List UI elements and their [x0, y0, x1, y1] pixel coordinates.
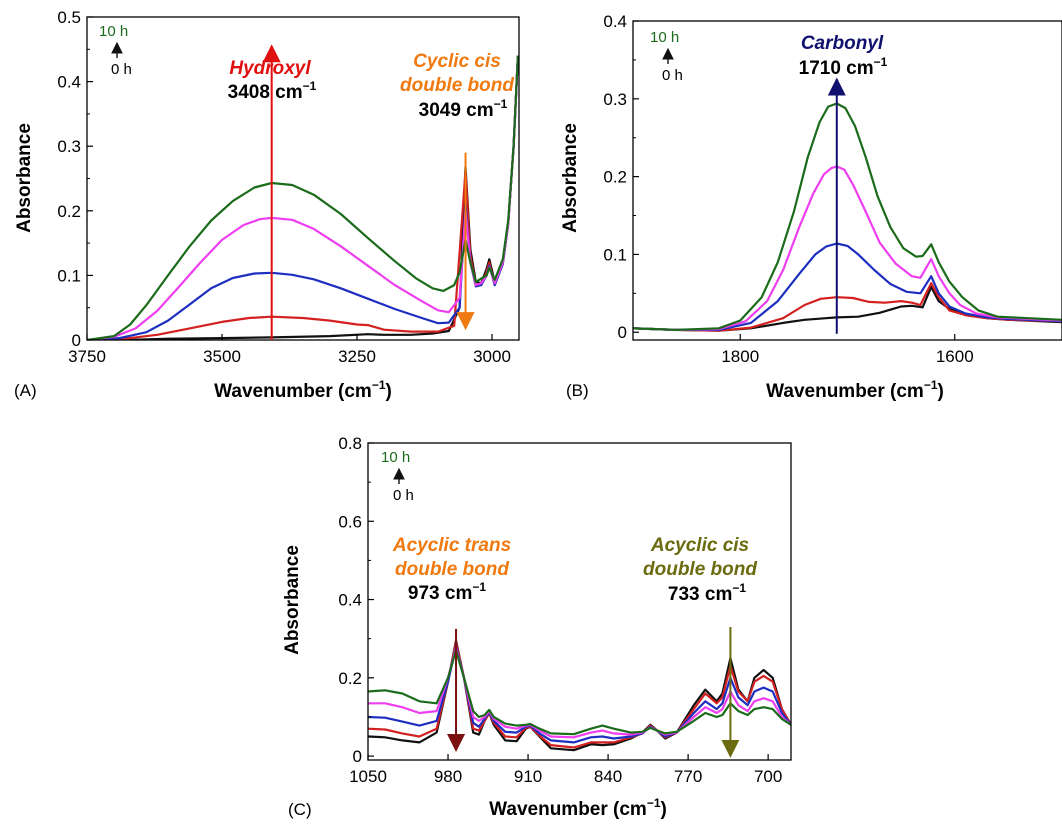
y-tick-label: 0.4 — [57, 73, 81, 92]
band-wavenumber: 1710 cm−1 — [799, 55, 888, 79]
chart-panel-2: 0 0.2 0.4 0.6 0.8 1050 980 910 840 770 700 Wavenumb… — [282, 434, 792, 820]
x-tick-label: 1800 — [721, 347, 759, 366]
y-tick-label: 0.2 — [57, 202, 81, 221]
y-tick-label: 0.6 — [338, 512, 362, 531]
y-tick-label: 0.3 — [57, 137, 81, 156]
x-axis-title: Wavenumber (cm−1) — [489, 796, 667, 820]
x-tick-label: 1600 — [936, 347, 974, 366]
y-axis-title: Absorbance — [14, 123, 35, 233]
x-tick-label: 840 — [594, 767, 622, 786]
y-tick-label: 0.4 — [603, 12, 627, 31]
panel-label: (B) — [566, 381, 589, 400]
series-line-green — [368, 649, 791, 736]
time-start-label: 0 h — [393, 487, 414, 504]
y-tick-label: 0.4 — [338, 591, 362, 610]
series-line-magenta — [633, 165, 1062, 331]
y-tick-label: 0.2 — [603, 168, 627, 187]
y-axis-title: Absorbance — [282, 545, 303, 655]
time-end-label: 10 h — [381, 449, 410, 466]
time-end-label: 10 h — [99, 23, 128, 40]
time-start-label: 0 h — [662, 67, 683, 84]
band-title: Acyclic cis — [650, 535, 749, 556]
y-tick-label: 0 — [618, 323, 627, 342]
band-title-line2: double bond — [400, 75, 514, 96]
x-tick-label: 3500 — [203, 347, 241, 366]
panel-label: (C) — [288, 800, 312, 819]
band-title: Carbonyl — [801, 33, 884, 54]
x-axis-title: Wavenumber (cm−1) — [766, 378, 944, 402]
band-wavenumber: 733 cm−1 — [668, 581, 746, 605]
band-title: Acyclic trans — [392, 535, 511, 556]
panel-label: (A) — [14, 381, 37, 400]
plot-frame — [367, 442, 792, 761]
band-title: Hydroxyl — [229, 58, 311, 79]
band-title-line2: double bond — [643, 559, 757, 580]
y-tick-label: 0.1 — [603, 245, 627, 264]
series-line-magenta — [368, 647, 791, 739]
series-line-red — [633, 282, 1062, 332]
plot-frame — [632, 20, 1062, 341]
y-axis-title: Absorbance — [560, 123, 581, 233]
series-line-blue — [633, 242, 1062, 331]
x-tick-label: 910 — [514, 767, 542, 786]
x-tick-label: 770 — [674, 767, 702, 786]
y-tick-label: 0 — [72, 331, 81, 350]
time-end-label: 10 h — [650, 29, 679, 46]
y-tick-label: 0.8 — [338, 434, 362, 453]
chart-panel-0: 0 0.1 0.2 0.3 0.4 0.5 3750 3500 3250 3000 Wavenumb… — [14, 8, 520, 402]
x-tick-label: 980 — [434, 767, 462, 786]
x-tick-label: 1050 — [349, 767, 387, 786]
x-axis-title: Wavenumber (cm−1) — [214, 378, 392, 402]
series-line-green — [633, 102, 1062, 331]
y-tick-label: 0 — [353, 747, 362, 766]
chart-panel-1: 0 0.1 0.2 0.3 0.4 1800 1600 Wavenumber (cm−1) Ab… — [560, 12, 1062, 402]
x-tick-label: 700 — [754, 767, 782, 786]
band-wavenumber: 973 cm−1 — [408, 580, 486, 604]
y-tick-label: 0.2 — [338, 669, 362, 688]
x-tick-label: 3000 — [473, 347, 511, 366]
series-line-green — [87, 55, 519, 340]
band-wavenumber: 3049 cm−1 — [419, 97, 508, 121]
band-wavenumber: 3408 cm−1 — [228, 79, 317, 103]
band-title: Cyclic cis — [413, 51, 501, 72]
series-line-blue — [368, 645, 791, 744]
time-start-label: 0 h — [111, 61, 132, 78]
x-tick-label: 3750 — [68, 347, 106, 366]
y-tick-label: 0.5 — [57, 8, 81, 27]
x-tick-label: 3250 — [338, 347, 376, 366]
y-tick-label: 0.1 — [57, 266, 81, 285]
band-title-line2: double bond — [395, 559, 509, 580]
y-tick-label: 0.3 — [603, 90, 627, 109]
series-line-black — [633, 286, 1062, 332]
